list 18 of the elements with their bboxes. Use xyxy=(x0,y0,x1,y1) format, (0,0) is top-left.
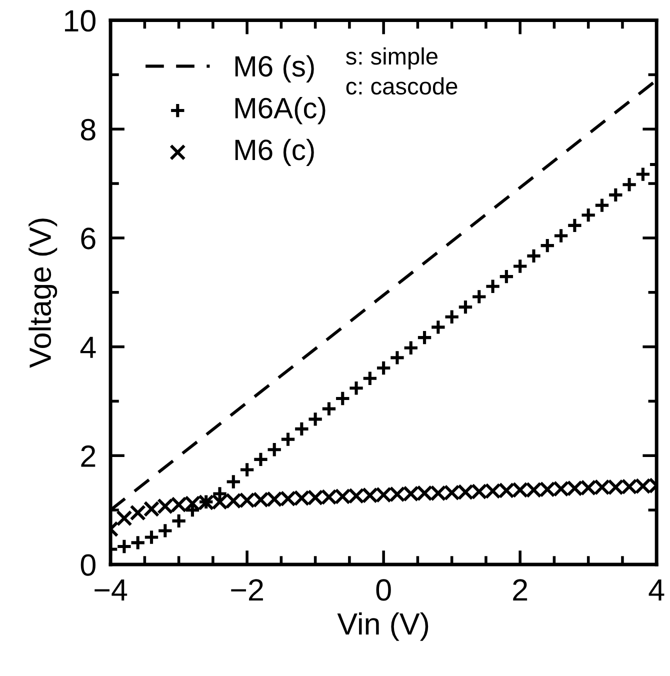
y-tick-label: 0 xyxy=(80,554,96,576)
legend-label: M6 (c) xyxy=(235,138,314,166)
y-tick-label: 10 xyxy=(65,10,96,32)
x-tick-label: 4 xyxy=(648,579,664,600)
legend-label: M6 (s) xyxy=(235,55,314,82)
annotation: s: simple xyxy=(346,47,438,70)
x-tick-label: 0 xyxy=(376,579,391,601)
x-tick-label: −4 xyxy=(94,579,128,600)
x-tick-label: −2 xyxy=(231,579,263,600)
x-tick-label: 2 xyxy=(513,579,528,600)
y-tick-label: 4 xyxy=(80,336,96,358)
y-tick-label: 2 xyxy=(81,445,96,467)
y-tick-label: 6 xyxy=(81,228,96,250)
legend-label: M6A(c) xyxy=(235,97,326,124)
annotation: c: cascode xyxy=(346,77,458,95)
y-tick-label: 8 xyxy=(80,118,96,140)
y-axis-title: Voltage (V) xyxy=(28,218,58,368)
x-axis-title: Vin (V) xyxy=(337,612,428,641)
